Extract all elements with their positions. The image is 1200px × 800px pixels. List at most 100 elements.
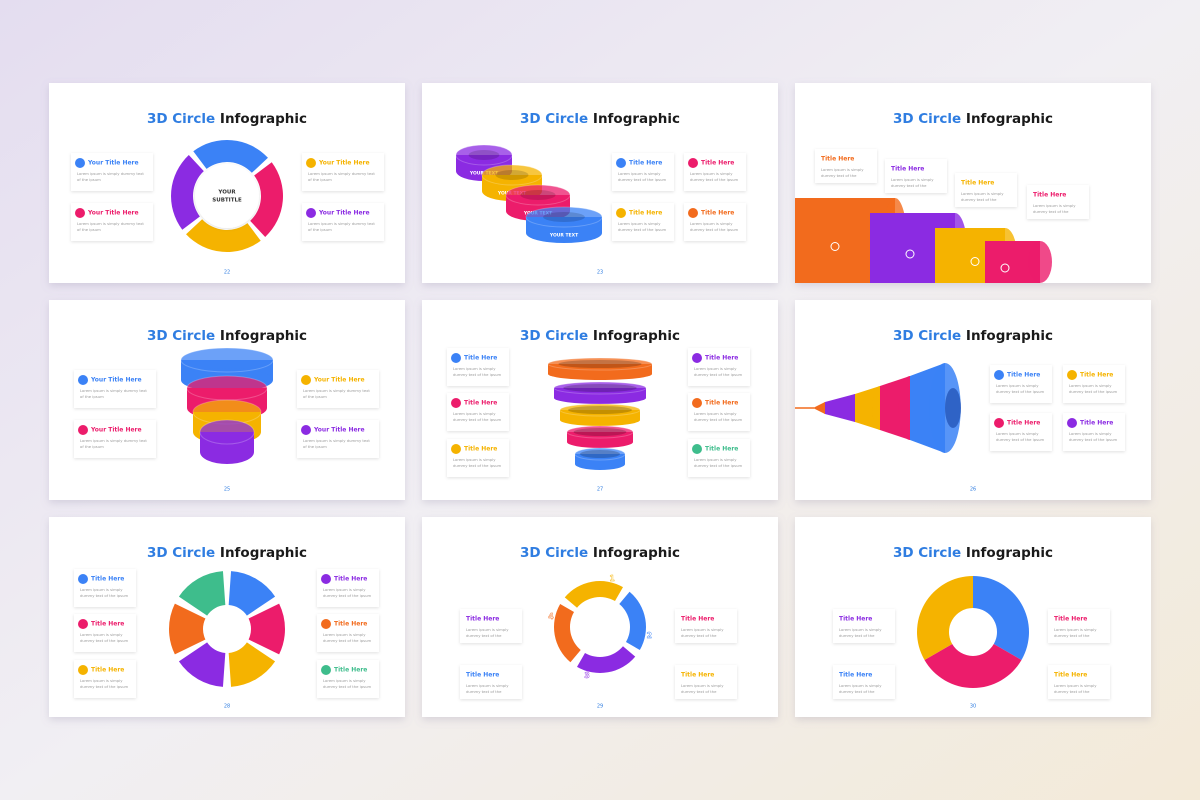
item-card — [460, 665, 522, 699]
cylinder-bottom — [526, 223, 602, 243]
ring-center — [195, 164, 259, 228]
slide-graphic — [169, 571, 285, 687]
item-title: Title Here — [839, 672, 872, 679]
item-text: Lorem ipsum is simply dummy text — [80, 438, 147, 443]
ring-segment — [250, 162, 283, 237]
item-title: Title Here — [334, 576, 367, 583]
item-icon — [78, 574, 88, 584]
item-icon — [301, 425, 311, 435]
item-text: Lorem ipsum is simply — [681, 683, 724, 688]
item-text: dummy text of the — [681, 689, 717, 694]
cylinder-top — [481, 164, 543, 186]
cylinder-top — [525, 206, 603, 228]
item-text: Lorem ipsum is simply — [1069, 431, 1112, 436]
item-text: dummy text of the — [839, 689, 875, 694]
item-title: Title Here — [464, 400, 497, 407]
item-text: of the ipsum — [77, 177, 101, 182]
cylinder-hole — [495, 170, 529, 180]
page-number: 29 — [597, 704, 603, 710]
item-title: Your Title Here — [313, 377, 365, 384]
item-text: dummy text of the ipsum — [996, 437, 1045, 442]
ring-segment — [554, 604, 581, 663]
item-text: Lorem ipsum is simply dummy text — [80, 388, 147, 393]
item-text: Lorem ipsum is simply — [453, 411, 496, 416]
cylinder-bottom — [200, 440, 254, 464]
cylinder-top — [559, 403, 641, 417]
item-text: Lorem ipsum is simply — [961, 191, 1004, 196]
slide-graphic — [795, 198, 1052, 283]
item-title: Title Here — [334, 667, 367, 674]
page-number: 23 — [597, 270, 603, 276]
item-icon — [616, 208, 626, 218]
item-icon — [994, 418, 1004, 428]
item-title: Title Here — [91, 621, 124, 628]
item-text: dummy text of the — [1054, 689, 1090, 694]
item-card — [675, 665, 737, 699]
title-main: Infographic — [593, 111, 680, 127]
item-card — [675, 609, 737, 643]
bar-cap — [1028, 241, 1052, 283]
bar-icon — [970, 257, 980, 266]
slide-graphic — [180, 347, 274, 464]
item-icon — [616, 158, 626, 168]
item-title: Title Here — [705, 446, 738, 453]
item-icon — [688, 158, 698, 168]
slide-graphic: 1 2 3 4 — [548, 574, 652, 680]
slide-title: 3D Circle Infographic — [893, 111, 1053, 127]
item-card — [833, 665, 895, 699]
item-title: Title Here — [891, 166, 924, 173]
item-text: dummy text of the ipsum — [453, 372, 502, 377]
item-title: Your Title Here — [87, 210, 139, 217]
slide: 1 2 3 4 3D Circle Infographic 29 Title Here Lor… — [422, 517, 778, 717]
item-icon — [1067, 418, 1077, 428]
item-title: Title Here — [821, 156, 854, 163]
item-text: Lorem ipsum is simply — [891, 177, 934, 182]
item-title: Your Title Here — [318, 210, 370, 217]
item-title: Title Here — [681, 672, 714, 679]
item-text: dummy text of the — [961, 197, 997, 202]
item-text: dummy text of the — [839, 633, 875, 638]
cylinder-top — [505, 184, 571, 206]
item-card — [74, 420, 156, 458]
ring-segment — [186, 219, 261, 252]
slide-graphic — [917, 576, 1029, 688]
item-card — [460, 609, 522, 643]
item-text: Lorem ipsum is simply dummy text — [308, 171, 375, 176]
ring-segment — [924, 644, 1022, 688]
item-text: Lorem ipsum is simply dummy text — [308, 221, 375, 226]
item-icon — [78, 375, 88, 385]
ring-segment — [973, 576, 1029, 660]
bar-icon — [1000, 263, 1010, 273]
item-text: Lorem ipsum is simply — [466, 627, 509, 632]
item-icon — [306, 158, 316, 168]
slide-title: 3D Circle Infographic — [893, 328, 1053, 344]
slide: 3D Circle Infographic 28 Title Here Lorem i… — [49, 517, 405, 717]
item-icon — [75, 208, 85, 218]
slide-graphic: YOUR TEXTYOUR TEXTYOUR TEXTYOUR TEXT — [455, 144, 603, 243]
item-card — [71, 203, 153, 241]
item-card — [815, 149, 877, 183]
cylinder-bottom — [575, 458, 625, 470]
ring-segment — [564, 581, 623, 608]
item-text: of the ipsum — [80, 444, 104, 449]
item-text: dummy text of the ipsum — [618, 177, 667, 182]
item-title: Title Here — [681, 616, 714, 623]
item-text: of the ipsum — [77, 227, 101, 232]
title-main: Infographic — [593, 328, 680, 344]
item-card — [955, 173, 1017, 207]
cylinder-top — [186, 375, 268, 401]
title-main: Infographic — [966, 111, 1053, 127]
item-text: Lorem ipsum is simply — [694, 457, 737, 462]
slide: YOUR TEXTYOUR TEXTYOUR TEXTYOUR TEXT 3D C… — [422, 83, 778, 283]
item-title: Title Here — [629, 210, 662, 217]
ring-segment — [171, 155, 204, 230]
ring-segment — [248, 603, 285, 655]
item-text: dummy text of the ipsum — [80, 684, 129, 689]
item-title: Title Here — [1080, 372, 1113, 379]
slide-title: 3D Circle Infographic — [520, 328, 680, 344]
item-card — [297, 370, 379, 408]
item-icon — [688, 208, 698, 218]
item-text: Lorem ipsum is simply — [839, 683, 882, 688]
item-text: dummy text of the — [681, 633, 717, 638]
